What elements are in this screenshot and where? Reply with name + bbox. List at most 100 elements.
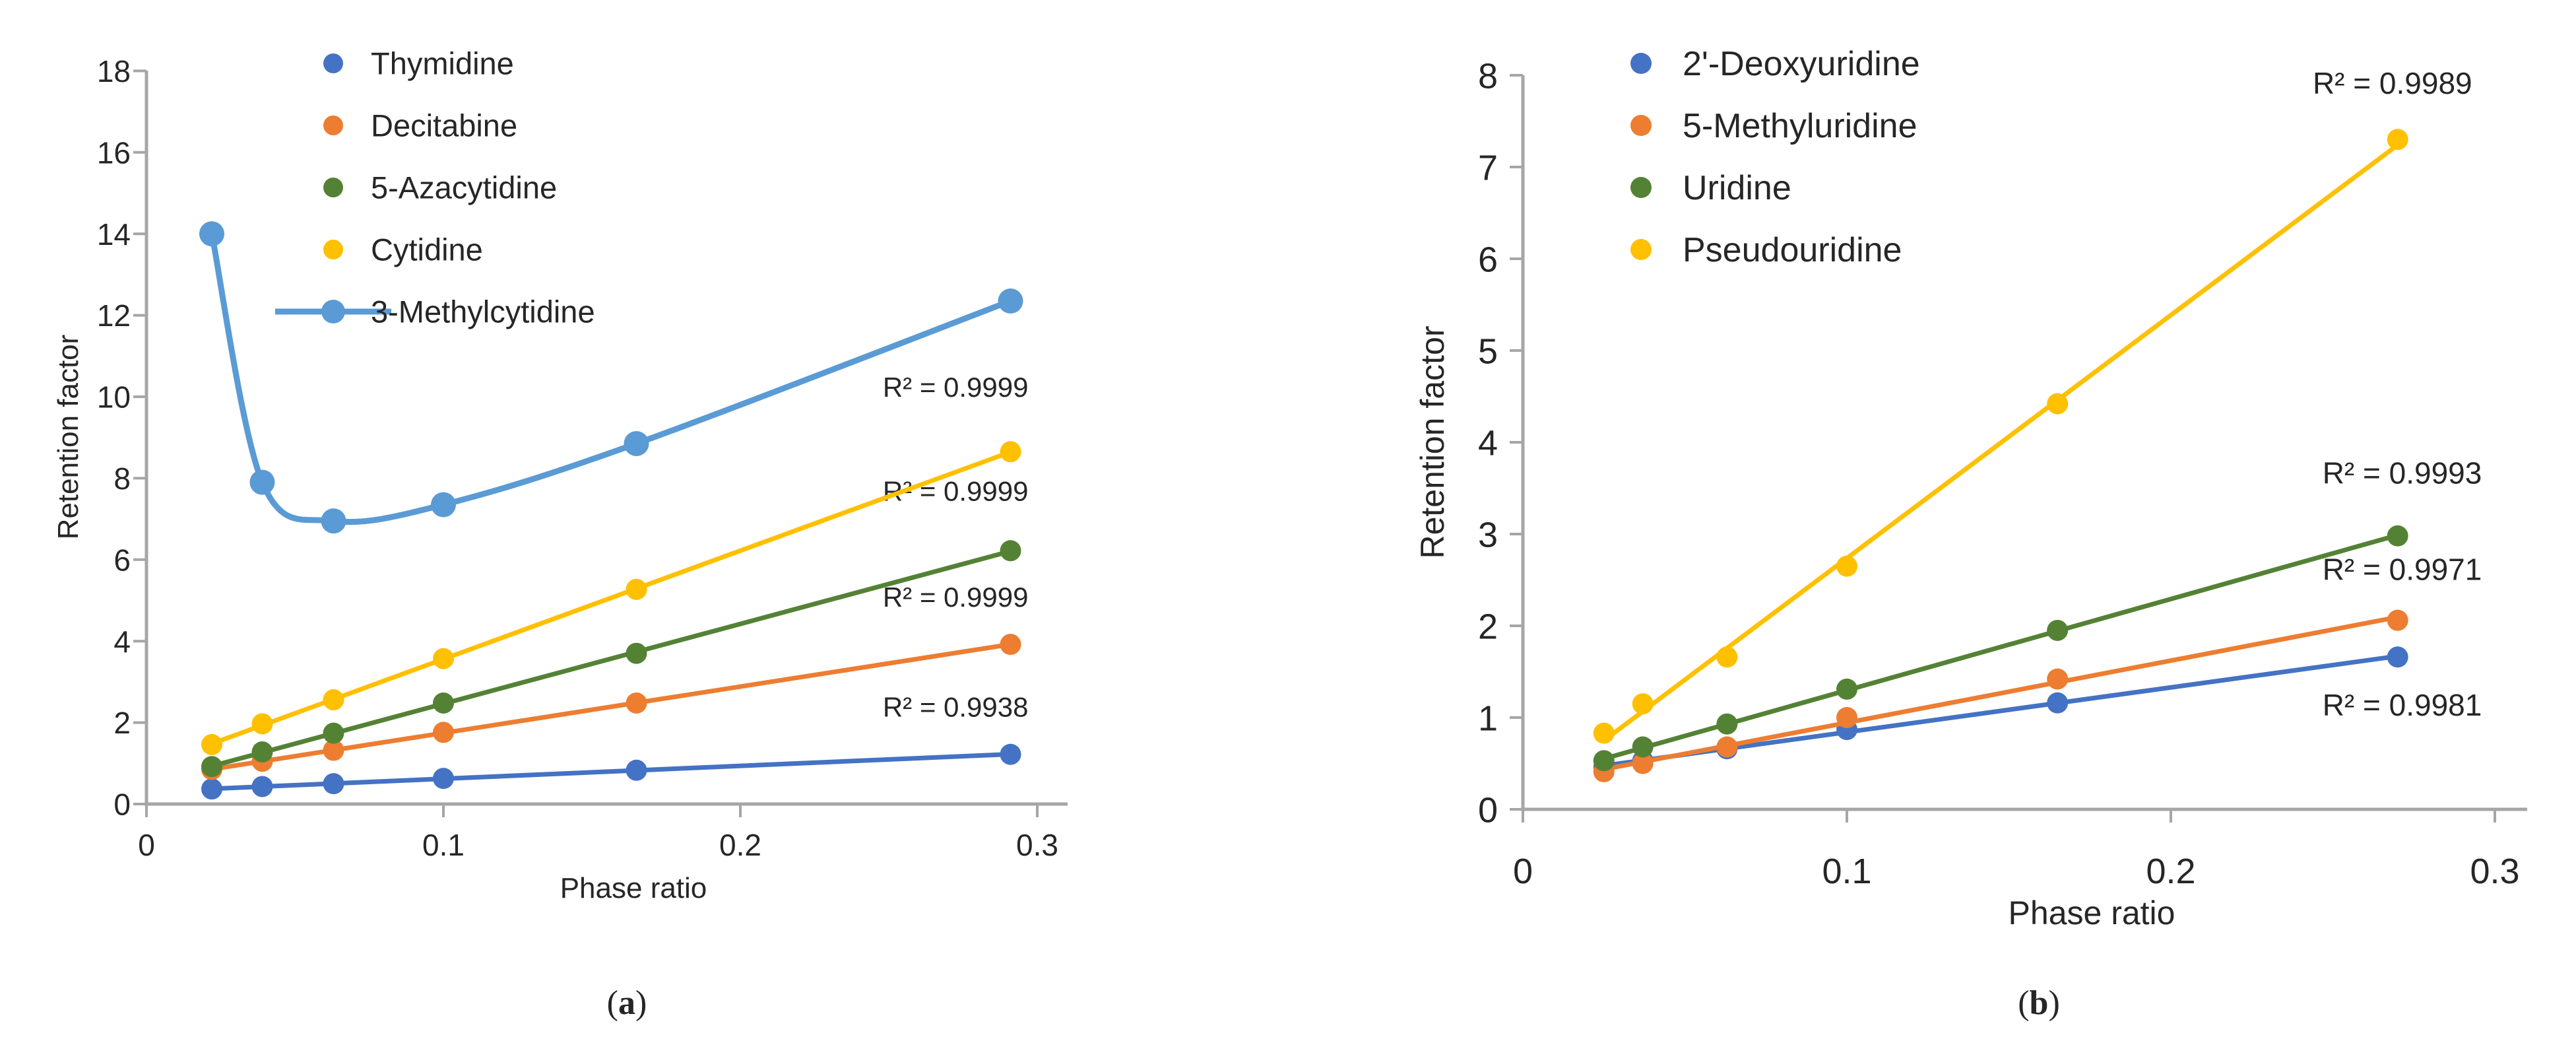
r-squared-label: R² = 0.9989 [2313,66,2472,100]
legend-marker [1630,115,1652,136]
data-point [998,288,1023,314]
data-point [1593,750,1615,772]
data-point [2387,129,2408,151]
legend-marker [323,53,343,73]
y-tick-label: 0 [113,788,131,822]
data-point [626,642,647,664]
data-point [2047,668,2069,690]
data-point [323,722,344,744]
x-tick-label: 0 [1513,852,1533,891]
data-point [2047,393,2069,415]
legend-marker [323,178,343,197]
y-tick-label: 2 [113,706,131,740]
data-point [433,648,454,669]
data-point [626,759,647,781]
data-point [1000,441,1021,463]
y-tick-label: 12 [97,298,131,333]
data-point [1716,736,1738,758]
chart-b: 0 1 2 3 4 5 6 7 8 0 0.1 0.2 0.3 R² = 0.9981 R² = 0.997… [1414,45,2527,1022]
legend-marker [1630,53,1652,74]
data-point [2387,609,2408,631]
r-squared-label: R² = 0.9999 [883,582,1029,613]
y-tick-label: 7 [1478,148,1498,187]
data-point [1000,743,1021,765]
data-point [431,492,456,518]
trendline-decitabine [209,642,1013,772]
y-tick-label: 6 [113,543,131,577]
y-tick-label: 16 [97,135,131,170]
data-point [1836,555,1857,577]
y-tick-label: 8 [1478,56,1498,96]
data-point [323,739,344,761]
legend-label: Thymidine [371,46,514,81]
data-point [249,469,275,495]
r-squared-label: R² = 0.9999 [883,372,1029,403]
y-tick-label: 3 [1478,515,1498,555]
data-point [1836,678,1857,700]
data-point [2387,525,2408,547]
y-tick-label: 10 [97,380,131,415]
y-tick-label: 1 [1478,698,1498,738]
data-point [2387,646,2408,668]
data-point [1836,707,1857,728]
x-tick-label: 0.1 [1822,852,1871,891]
x-tick-label: 0.1 [422,828,465,862]
y-tick-label: 14 [97,217,131,252]
data-point [321,508,346,534]
y-axis-title: Retention factor [52,335,84,540]
y-tick-label: 18 [97,54,131,88]
legend-label: 5-Methyluridine [1683,107,1917,145]
r-squared-label: R² = 0.9971 [2323,553,2482,587]
x-tick-label: 0.3 [1016,828,1058,862]
data-point [626,692,647,714]
r-squared-label: R² = 0.9993 [2323,456,2482,490]
r-squared-label: R² = 0.9981 [2323,688,2482,722]
y-tick-label: 4 [113,624,131,659]
data-point [1716,713,1738,735]
y-tick-label: 2 [1478,607,1498,646]
series-line-3-methylcytidine [209,230,1014,525]
data-point [201,778,222,800]
data-point [433,692,454,714]
legend-marker [321,300,345,323]
data-point [251,741,273,763]
legend-label: Pseudouridine [1683,231,1902,269]
data-point [2047,692,2069,714]
legend-marker [323,240,343,259]
x-tick-label: 0 [138,828,155,862]
legend-label: 2'-Deoxyuridine [1683,45,1920,83]
chart-caption: (b) [2018,984,2060,1022]
x-axis-title: Phase ratio [2009,894,2175,931]
r-squared-label: R² = 0.9938 [883,691,1029,722]
y-axis-title: Retention factor [1414,326,1451,559]
legend-label: 3-Methylcytidine [371,294,595,329]
trendline-thymidine [209,751,1013,792]
data-point [201,733,222,755]
chart-caption: (a) [607,984,647,1022]
data-point [323,773,344,795]
data-point [1632,753,1654,774]
data-point [624,430,649,456]
data-point [433,768,454,790]
y-tick-label: 5 [1478,331,1498,371]
legend-marker [1630,239,1652,260]
data-point [1632,736,1654,758]
x-axis-title: Phase ratio [560,872,707,904]
data-point [1000,540,1021,562]
data-point [1000,634,1021,656]
data-point [1716,646,1738,668]
data-point [626,578,647,600]
legend-marker [1630,177,1652,198]
data-point [251,776,273,797]
data-point [251,713,273,735]
legend-label: Decitabine [371,108,517,143]
y-tick-label: 4 [1478,423,1498,463]
data-point [433,722,454,743]
data-point [199,221,224,247]
trendline-cytidine [209,450,1013,747]
y-tick-label: 6 [1478,240,1498,279]
y-tick-label: 0 [1478,790,1498,830]
data-point [2047,619,2069,641]
